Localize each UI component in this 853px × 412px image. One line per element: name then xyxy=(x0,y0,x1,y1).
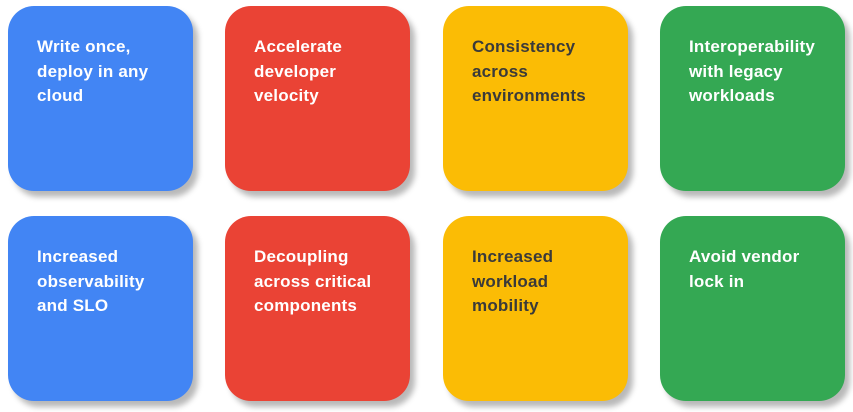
tile-workload-mobility: Increased workload mobility xyxy=(443,216,628,401)
tile-label: Write once, deploy in any cloud xyxy=(37,37,149,105)
tile-label: Increased workload mobility xyxy=(472,247,554,315)
tile-label: Increased observability and SLO xyxy=(37,247,145,315)
tile-label: Decoupling across critical components xyxy=(254,247,372,315)
tile-label: Consistency across environments xyxy=(472,37,586,105)
tile-consistency: Consistency across environments xyxy=(443,6,628,191)
tile-label: Avoid vendor lock in xyxy=(689,247,800,291)
tile-interoperability: Interoperability with legacy workloads xyxy=(660,6,845,191)
tile-label: Accelerate developer velocity xyxy=(254,37,343,105)
tile-write-once-deploy: Write once, deploy in any cloud xyxy=(8,6,193,191)
tile-observability: Increased observability and SLO xyxy=(8,216,193,401)
tile-decoupling: Decoupling across critical components xyxy=(225,216,410,401)
tile-avoid-lock-in: Avoid vendor lock in xyxy=(660,216,845,401)
tile-accelerate-velocity: Accelerate developer velocity xyxy=(225,6,410,191)
tile-label: Interoperability with legacy workloads xyxy=(689,37,816,105)
